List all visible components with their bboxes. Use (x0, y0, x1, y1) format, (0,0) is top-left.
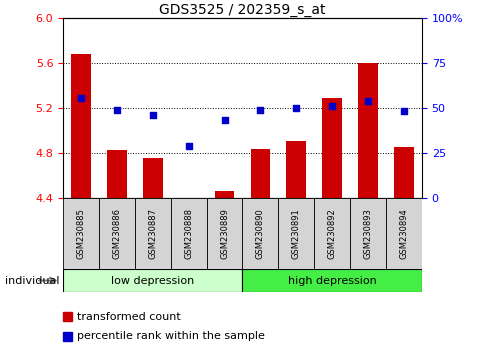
Text: GSM230891: GSM230891 (291, 208, 300, 259)
Bar (322, 98, 341, 198)
Bar (242, 198, 278, 269)
Bar (170, 198, 206, 269)
Bar (385, 198, 421, 269)
Point (256, 107, 264, 113)
Point (292, 105, 300, 111)
Point (328, 103, 335, 109)
Point (363, 98, 371, 104)
Text: GSM230894: GSM230894 (399, 208, 408, 259)
Text: percentile rank within the sample: percentile rank within the sample (76, 331, 264, 341)
Text: GSM230892: GSM230892 (327, 208, 336, 259)
Point (220, 118, 228, 123)
Text: GSM230893: GSM230893 (363, 208, 372, 259)
Bar (135, 198, 170, 269)
Point (113, 107, 121, 113)
Text: GSM230890: GSM230890 (256, 208, 264, 259)
Point (184, 143, 192, 149)
Bar (63, 332, 72, 341)
Bar (214, 192, 234, 198)
Point (77, 95, 85, 101)
Bar (250, 149, 270, 198)
Point (399, 109, 407, 114)
Bar (99, 198, 135, 269)
Bar (358, 63, 377, 198)
Bar (286, 141, 305, 198)
Bar (349, 198, 385, 269)
Bar (242, 269, 421, 292)
Text: low depression: low depression (111, 275, 194, 286)
Text: individual: individual (5, 275, 59, 286)
Bar (143, 158, 162, 198)
Bar (393, 148, 413, 198)
Bar (278, 198, 314, 269)
Title: GDS3525 / 202359_s_at: GDS3525 / 202359_s_at (159, 3, 325, 17)
Text: GSM230887: GSM230887 (148, 208, 157, 259)
Bar (206, 198, 242, 269)
Text: transformed count: transformed count (76, 312, 180, 322)
Bar (107, 150, 126, 198)
Bar (63, 269, 242, 292)
Bar (314, 198, 349, 269)
Text: GSM230886: GSM230886 (112, 208, 121, 259)
Point (149, 112, 156, 118)
Text: high depression: high depression (287, 275, 376, 286)
Bar (63, 313, 72, 321)
Text: GSM230885: GSM230885 (76, 208, 85, 259)
Bar (71, 54, 91, 198)
Text: GSM230888: GSM230888 (184, 208, 193, 259)
Bar (63, 198, 99, 269)
Text: GSM230889: GSM230889 (220, 208, 228, 259)
